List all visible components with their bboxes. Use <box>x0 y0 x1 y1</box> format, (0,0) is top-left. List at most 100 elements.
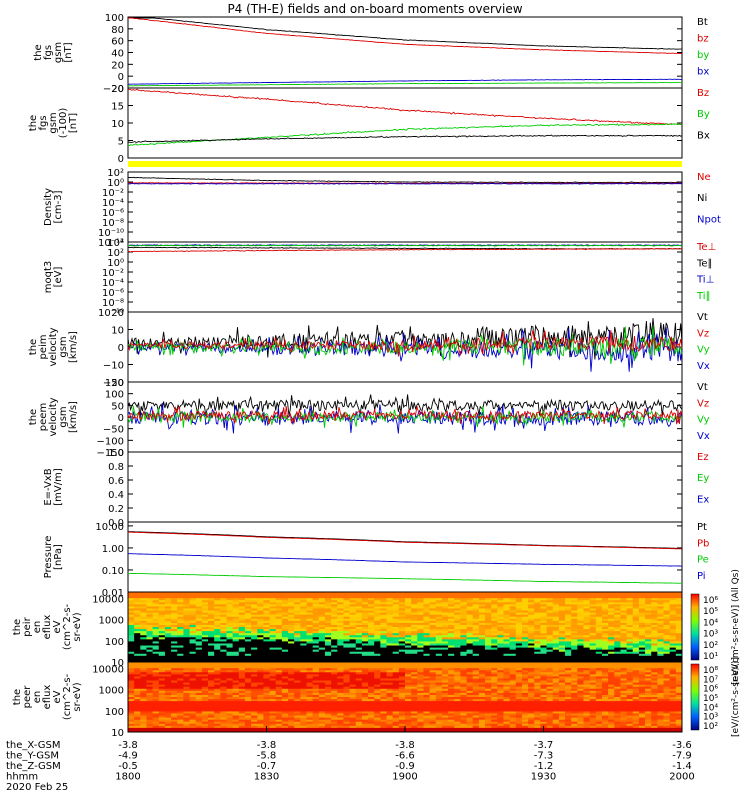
spectrogram-cell <box>281 608 289 611</box>
spectrogram-cell <box>158 664 166 667</box>
spectrogram-cell <box>361 709 369 712</box>
spectrogram-cell <box>361 680 369 683</box>
spectrogram-cell <box>195 596 203 599</box>
spectrogram-cell <box>558 651 566 655</box>
spectrogram-cell <box>152 637 160 640</box>
spectrogram-cell <box>546 641 554 644</box>
spectrogram-cell <box>294 666 301 669</box>
spectrogram-cell <box>257 692 264 696</box>
spectrogram-cell <box>164 635 172 638</box>
spectrogram-cell <box>281 616 289 620</box>
spectrogram-cell <box>374 641 381 644</box>
spectrogram-cell <box>343 608 350 611</box>
spectrogram-cell <box>257 672 264 675</box>
spectrogram-cell <box>405 707 412 710</box>
spectrogram-cell <box>201 639 209 642</box>
spectrogram-cell <box>263 709 270 712</box>
spectrogram-cell <box>171 633 178 636</box>
spectrogram-cell <box>632 655 640 659</box>
spectrogram-cell <box>485 610 492 613</box>
spectrogram-cell <box>164 600 172 603</box>
spectrogram-cell <box>565 643 572 646</box>
spectrogram-cell <box>201 641 209 644</box>
spectrogram-cell <box>312 725 320 729</box>
spectrogram-cell <box>361 674 369 677</box>
spectrogram-cell <box>288 711 295 714</box>
spectrogram-cell <box>571 604 578 607</box>
spectrogram-cell <box>324 705 332 708</box>
spectrogram-cell <box>411 635 418 638</box>
spectrogram-cell <box>331 616 338 620</box>
spectrogram-cell <box>343 651 350 655</box>
spectrogram-cell <box>214 641 221 644</box>
spectrogram-cell <box>208 682 215 686</box>
spectrogram-cell <box>257 649 264 653</box>
spectrogram-cell <box>275 676 283 679</box>
spectrogram-cell <box>214 620 221 624</box>
spectrogram-cell <box>571 629 578 632</box>
spectrogram-cell <box>675 594 683 597</box>
spectrogram-cell <box>577 627 584 630</box>
spectrogram-cell <box>405 682 412 686</box>
spectrogram-cell <box>134 699 141 702</box>
spectrogram-cell <box>324 649 332 653</box>
spectrogram-cell <box>620 610 627 613</box>
spectrogram-cell <box>312 600 320 603</box>
spectrogram-cell <box>288 725 295 729</box>
spectrogram-cell <box>189 680 197 683</box>
spectrogram-cell <box>368 684 375 688</box>
spectrogram-cell <box>620 655 627 659</box>
spectrogram-cell <box>281 713 289 716</box>
spectrogram-cell <box>244 705 252 708</box>
spectrogram-cell <box>171 602 178 605</box>
spectrogram-cell <box>355 633 363 636</box>
spectrogram-cell <box>251 600 258 603</box>
spectrogram-cell <box>183 721 190 725</box>
spectrogram-cell <box>368 694 375 698</box>
spectrogram-cell <box>614 610 621 613</box>
spectrogram-cell <box>226 705 234 708</box>
spectrogram-cell <box>491 643 498 646</box>
spectrogram-cell <box>288 627 295 630</box>
spectrogram-cell <box>669 643 677 646</box>
spectrogram-cell <box>368 649 375 653</box>
spectrogram-cell <box>177 641 184 644</box>
spectrogram-cell <box>201 709 209 712</box>
spectrogram-cell <box>380 680 387 683</box>
spectrogram-cell <box>164 633 172 636</box>
spectrogram-cell <box>675 629 683 632</box>
spectrogram-cell <box>337 602 344 605</box>
spectrogram-cell <box>503 635 511 638</box>
spectrogram-cell <box>164 639 172 642</box>
spectrogram-cell <box>515 645 523 648</box>
spectrogram-cell <box>201 600 209 603</box>
spectrogram-cell <box>195 618 203 622</box>
spectrogram-cell <box>663 647 671 651</box>
spectrogram-cell <box>620 624 627 628</box>
spectrogram-cell <box>392 703 400 706</box>
spectrogram-cell <box>435 641 443 644</box>
spectrogram-cell <box>417 633 424 636</box>
spectrogram-cell <box>565 598 572 601</box>
spectrogram-cell <box>663 608 671 611</box>
spectrogram-cell <box>177 727 184 731</box>
spectrogram-cell <box>577 649 584 653</box>
spectrogram-cell <box>509 645 517 648</box>
spectrogram-cell <box>158 709 166 712</box>
spectrogram-cell <box>220 616 227 620</box>
spectrogram-cell <box>220 697 227 700</box>
spectrogram-cell <box>540 643 547 646</box>
spectrogram-cell <box>232 651 240 655</box>
spectrogram-cell <box>645 655 652 659</box>
spectrogram-cell <box>306 694 314 698</box>
spectrogram-cell <box>589 616 597 620</box>
spectrogram-cell <box>374 711 381 714</box>
spectrogram-cell <box>312 606 320 609</box>
spectrogram-cell <box>208 604 215 607</box>
spectrogram-cell <box>466 594 474 597</box>
spectrogram-cell <box>158 721 166 725</box>
spectrogram-cell <box>257 622 264 626</box>
spectrogram-cell <box>361 684 369 688</box>
spectrogram-cell <box>448 645 455 648</box>
spectrogram-cell <box>189 600 197 603</box>
